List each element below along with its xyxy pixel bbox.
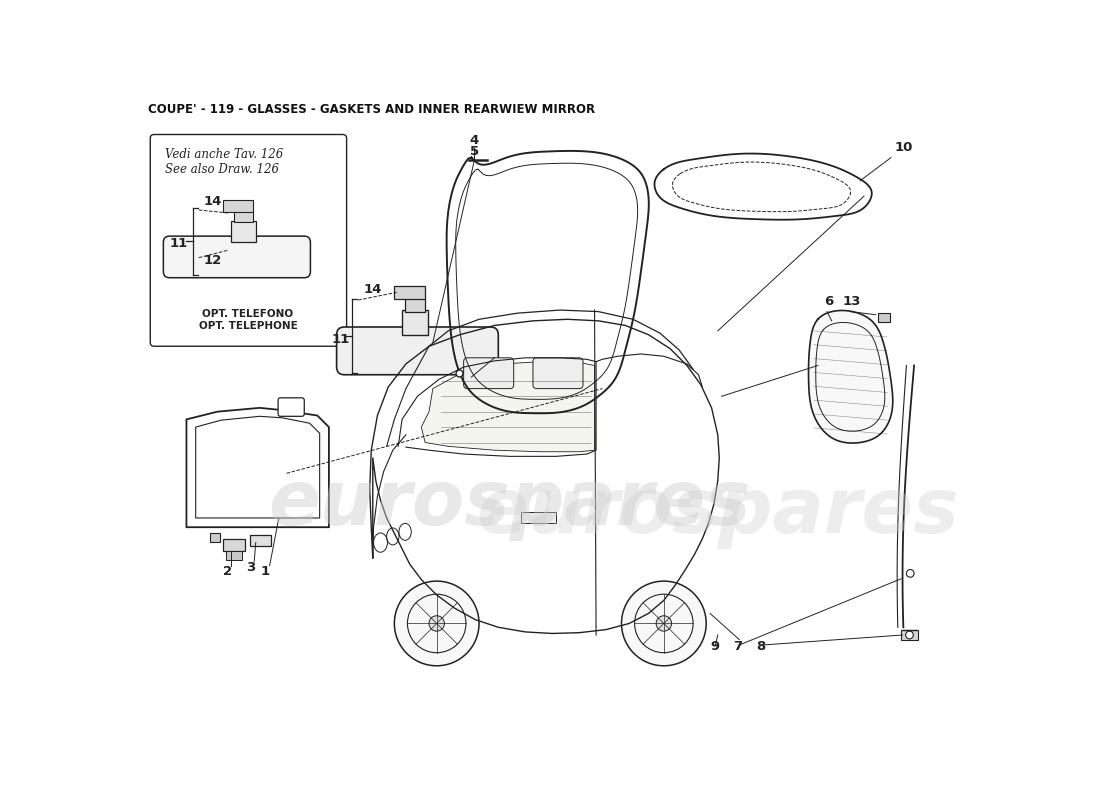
Bar bbox=[231, 221, 255, 242]
Circle shape bbox=[906, 570, 914, 578]
Text: 14: 14 bbox=[363, 283, 382, 296]
FancyBboxPatch shape bbox=[278, 398, 305, 416]
Bar bbox=[521, 512, 557, 522]
FancyBboxPatch shape bbox=[163, 236, 310, 278]
Bar bbox=[234, 210, 253, 222]
Text: eurospares: eurospares bbox=[268, 467, 751, 541]
Bar bbox=[901, 630, 917, 640]
FancyBboxPatch shape bbox=[151, 134, 346, 346]
Text: 11: 11 bbox=[331, 333, 350, 346]
Text: COUPE' - 119 - GLASSES - GASKETS AND INNER REARWIEW MIRROR: COUPE' - 119 - GLASSES - GASKETS AND INN… bbox=[147, 103, 595, 116]
Text: 1: 1 bbox=[261, 565, 270, 578]
Bar bbox=[209, 533, 220, 542]
Text: 5: 5 bbox=[470, 146, 478, 158]
Text: 7: 7 bbox=[733, 640, 742, 654]
Text: 9: 9 bbox=[711, 640, 719, 654]
Text: 8: 8 bbox=[757, 640, 766, 654]
Circle shape bbox=[621, 581, 706, 666]
Text: 2: 2 bbox=[222, 565, 232, 578]
Circle shape bbox=[394, 581, 480, 666]
Bar bbox=[227, 551, 242, 560]
Bar bbox=[878, 313, 890, 322]
FancyBboxPatch shape bbox=[534, 358, 583, 389]
Polygon shape bbox=[808, 310, 893, 443]
FancyBboxPatch shape bbox=[337, 327, 498, 374]
Text: 3: 3 bbox=[245, 561, 255, 574]
Text: 10: 10 bbox=[895, 142, 913, 154]
Text: Vedi anche Tav. 126: Vedi anche Tav. 126 bbox=[165, 147, 283, 161]
Bar bbox=[223, 200, 253, 212]
Polygon shape bbox=[421, 362, 594, 452]
Text: OPT. TELEFONO: OPT. TELEFONO bbox=[202, 309, 294, 319]
Bar bbox=[223, 538, 245, 551]
Text: 4: 4 bbox=[470, 134, 480, 146]
Text: OPT. TELEPHONE: OPT. TELEPHONE bbox=[199, 321, 297, 330]
Text: 11: 11 bbox=[169, 237, 188, 250]
Circle shape bbox=[905, 631, 913, 639]
Text: eurospares: eurospares bbox=[476, 475, 959, 549]
Bar bbox=[250, 535, 271, 546]
Circle shape bbox=[429, 616, 444, 631]
Bar bbox=[403, 310, 428, 334]
Bar bbox=[405, 298, 425, 312]
Bar bbox=[395, 286, 425, 298]
Text: 6: 6 bbox=[824, 295, 834, 309]
Text: 14: 14 bbox=[204, 195, 222, 208]
FancyBboxPatch shape bbox=[464, 358, 514, 389]
Circle shape bbox=[656, 616, 672, 631]
Text: 12: 12 bbox=[204, 254, 221, 267]
Text: 13: 13 bbox=[843, 295, 861, 309]
Text: See also Draw. 126: See also Draw. 126 bbox=[165, 163, 279, 176]
